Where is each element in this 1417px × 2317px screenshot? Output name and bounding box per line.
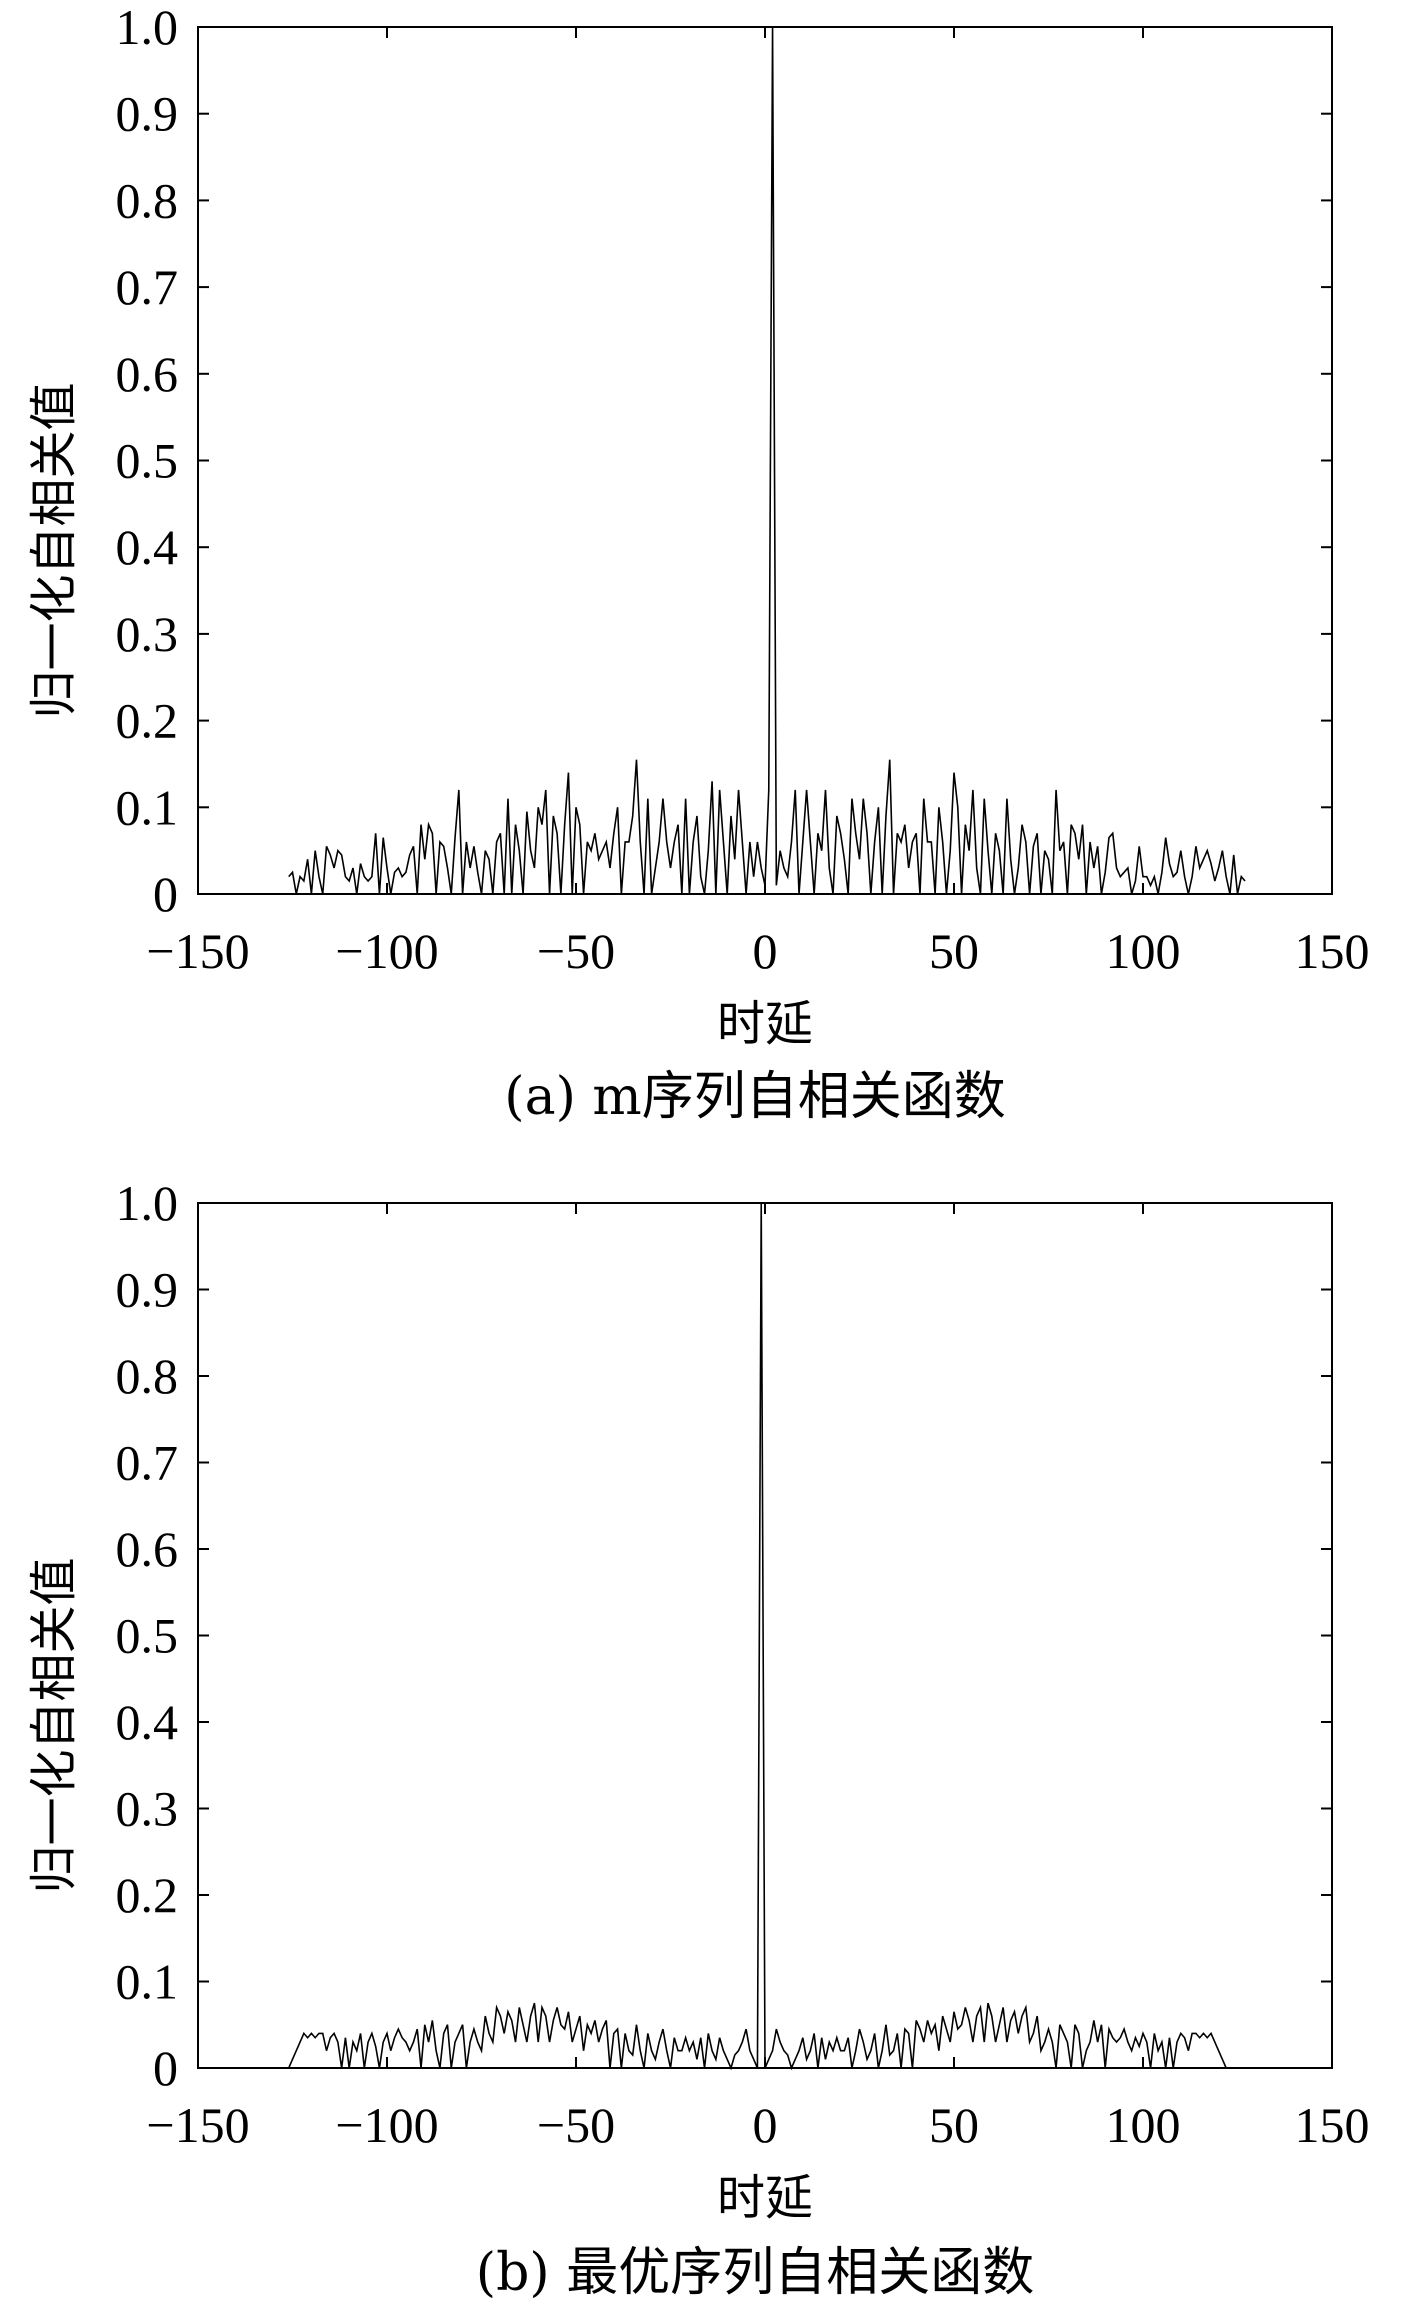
panel-a: −150 −100 −50 0 50 100 150 0 0.1 0.2 0.3 0.4 0.5 0.6 0… xyxy=(26,0,1370,1127)
series-line xyxy=(287,1202,1227,2071)
x-tick-label: 150 xyxy=(1295,2097,1370,2153)
y-axis-label: 归一化自相关值 xyxy=(26,382,82,718)
y-tick-label: 0.4 xyxy=(116,519,179,575)
y-tick-label: 0.1 xyxy=(116,779,179,835)
y-tick-label: 1.0 xyxy=(116,1175,179,1231)
y-tick-label: 0.3 xyxy=(116,1781,179,1837)
panel-b: −150 −100 −50 0 50 100 150 0 0.1 0.2 0.3 0.4 0.5 0.6 0… xyxy=(26,1175,1370,2303)
y-tick-label: 0.6 xyxy=(116,1521,179,1577)
y-tick-label: 0.2 xyxy=(116,693,179,749)
y-tick-label: 0.5 xyxy=(116,1608,179,1664)
x-tick-label: 0 xyxy=(753,2097,778,2153)
x-tick-label: −150 xyxy=(146,923,249,979)
y-tick-label: 0.3 xyxy=(116,606,179,662)
x-tick-label: 0 xyxy=(753,923,778,979)
x-tick-label: 50 xyxy=(929,923,979,979)
y-tick-label: 0.8 xyxy=(116,172,179,228)
y-tick-label: 0 xyxy=(153,2040,178,2096)
x-tick-label: 50 xyxy=(929,2097,979,2153)
y-tick-label: 0.7 xyxy=(116,259,179,315)
x-tick-label: 100 xyxy=(1106,923,1181,979)
y-tick-label: 0.9 xyxy=(116,86,179,142)
y-tick-label: 0.6 xyxy=(116,346,179,402)
x-tick-label: 150 xyxy=(1295,923,1370,979)
x-tick-label: −100 xyxy=(335,2097,438,2153)
x-axis-label: 时延 xyxy=(717,996,813,1052)
y-tick-label: 0.5 xyxy=(116,433,179,489)
x-axis-label: 时延 xyxy=(717,2170,813,2226)
y-tick-label: 0.7 xyxy=(116,1435,179,1491)
x-tick-label: −150 xyxy=(146,2097,249,2153)
plot-frame xyxy=(197,26,1333,895)
y-tick-label: 0.1 xyxy=(116,1954,179,2010)
y-axis-label: 归一化自相关值 xyxy=(26,1557,82,1893)
panel-caption: (b) 最优序列自相关函数 xyxy=(476,2243,1034,2303)
x-tick-label: −50 xyxy=(537,923,615,979)
y-tick-label: 1.0 xyxy=(116,0,179,55)
x-tick-label: −50 xyxy=(537,2097,615,2153)
y-tick-label: 0.2 xyxy=(116,1867,179,1923)
y-tick-label: 0.9 xyxy=(116,1262,179,1318)
x-tick-label: −100 xyxy=(335,923,438,979)
y-tick-label: 0.8 xyxy=(116,1348,179,1404)
series-line xyxy=(288,26,1246,895)
x-tick-label: 100 xyxy=(1106,2097,1181,2153)
panel-caption: (a) m序列自相关函数 xyxy=(504,1067,1005,1127)
y-tick-label: 0 xyxy=(153,866,178,922)
y-tick-label: 0.4 xyxy=(116,1694,179,1750)
